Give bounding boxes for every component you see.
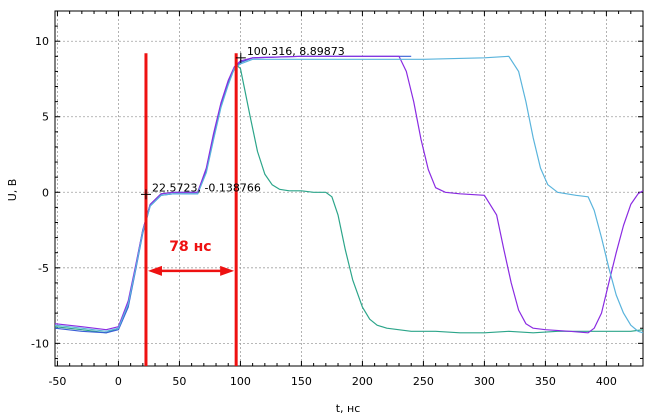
x-tick-label: 300 xyxy=(474,375,495,388)
series-line-3 xyxy=(54,55,644,334)
red-arrow-head-left xyxy=(147,265,162,276)
y-tick-label: 10 xyxy=(35,35,49,48)
y-tick-label: -10 xyxy=(31,337,49,350)
x-tick-label: 150 xyxy=(291,375,312,388)
red-arrow-head-right xyxy=(220,265,235,276)
series-line-1 xyxy=(54,64,644,334)
x-tick-label: 400 xyxy=(596,375,617,388)
x-tick-label: 0 xyxy=(115,375,122,388)
red-marker-label: 78 нс xyxy=(169,239,211,255)
y-tick-label: 0 xyxy=(42,186,49,199)
x-tick-label: 250 xyxy=(413,375,434,388)
annotation-layer: 22.5723, -0.138766 100.316, 8.89873 xyxy=(140,45,345,200)
data-point-annotation: 22.5723, -0.138766 xyxy=(152,181,261,194)
x-tick-label: -50 xyxy=(48,375,66,388)
y-axis-label: U, В xyxy=(6,179,19,202)
x-tick-label: 350 xyxy=(535,375,556,388)
x-axis-label: t, нс xyxy=(336,402,361,415)
data-point-annotation: 100.316, 8.89873 xyxy=(247,45,345,58)
y-tick-label: -5 xyxy=(38,262,49,275)
series-line-2 xyxy=(54,55,412,334)
y-tick-label: 5 xyxy=(42,111,49,124)
x-tick-label: 50 xyxy=(172,375,186,388)
x-tick-label: 100 xyxy=(230,375,251,388)
grid xyxy=(55,11,643,366)
marker-layer: 78 нс xyxy=(144,53,238,366)
x-tick-label: 200 xyxy=(352,375,373,388)
plot-frame xyxy=(54,10,644,367)
